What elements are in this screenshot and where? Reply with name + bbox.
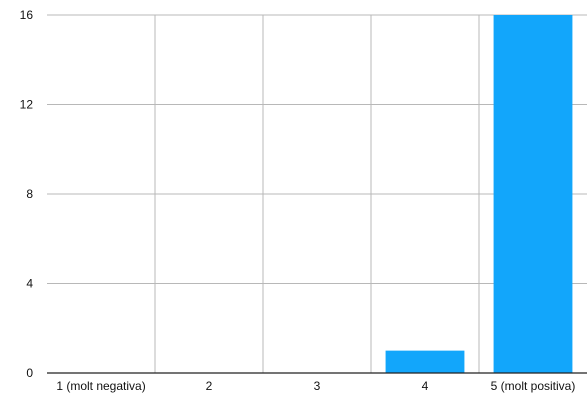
- y-tick-label: 16: [20, 8, 34, 22]
- y-tick-label: 8: [26, 187, 33, 201]
- y-tick-label: 12: [20, 98, 34, 112]
- bars: [385, 15, 573, 373]
- x-tick-labels: 1 (molt negativa) 2 3 4 5 (molt positiva): [56, 379, 575, 393]
- x-tick-label: 3: [314, 379, 321, 393]
- x-tick-label: 4: [422, 379, 429, 393]
- x-tick-label: 1 (molt negativa): [56, 379, 145, 393]
- y-tick-labels: 0 4 8 12 16: [20, 8, 34, 380]
- x-tick-label: 5 (molt positiva): [491, 379, 576, 393]
- y-tick-label: 4: [26, 277, 33, 291]
- bar-5: [493, 15, 573, 373]
- x-tick-label: 2: [206, 379, 213, 393]
- y-tick-label: 0: [26, 366, 33, 380]
- bar-4: [385, 350, 465, 373]
